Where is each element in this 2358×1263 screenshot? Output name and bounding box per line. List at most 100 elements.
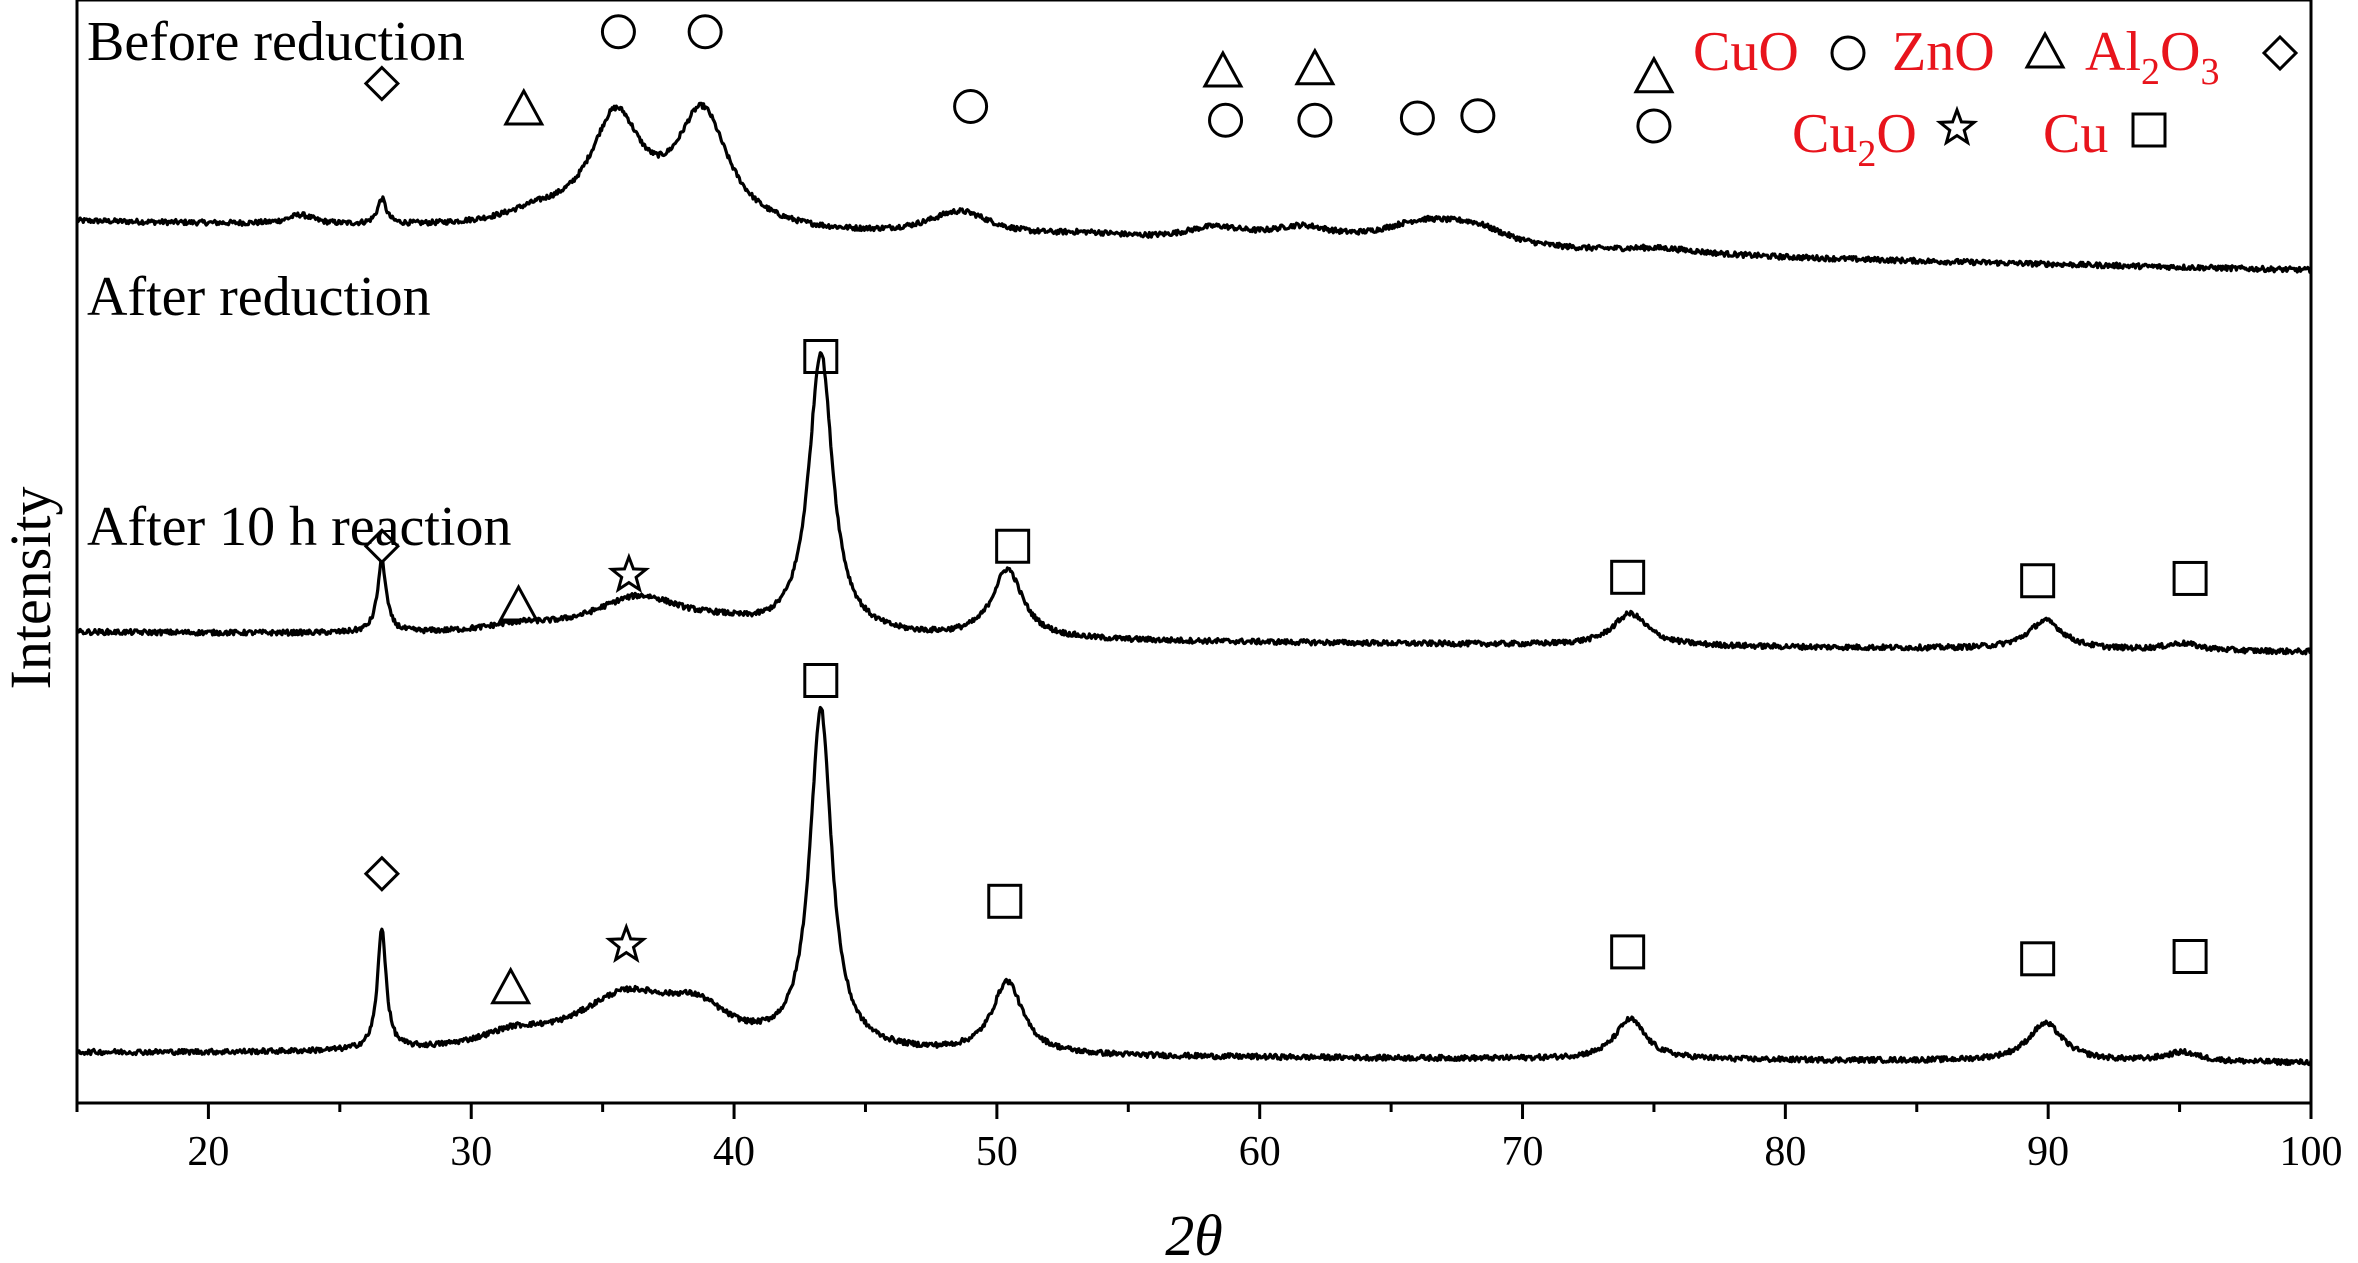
x-tick-label: 20 <box>187 1129 229 1175</box>
legend-item-CuO: CuO <box>1693 21 1866 83</box>
diamond-marker-shape <box>2261 34 2299 72</box>
x-tick-label: 30 <box>450 1129 492 1175</box>
panel-labels: Before reduction After reduction After 10 … <box>87 11 511 558</box>
series-1-marker-circle <box>1399 100 1435 136</box>
legend-item-Al2O3: Al2O3 <box>2085 21 2299 93</box>
square-marker-shape <box>2172 939 2208 974</box>
series-1-marker-triangle <box>503 87 545 126</box>
series-2-marker-square <box>995 528 1031 564</box>
circle-marker-shape <box>1636 108 1672 144</box>
series-3-marker-square <box>2020 941 2056 977</box>
square-marker-shape <box>803 339 839 374</box>
series-2-marker-diamond <box>363 528 400 565</box>
square-marker-shape <box>987 883 1023 919</box>
series-line-2 <box>75 351 2312 656</box>
series-3-marker-diamond <box>363 855 400 892</box>
legend-item-Cu2O: Cu2O <box>1792 103 1979 175</box>
star-marker-shape <box>1935 105 1979 147</box>
series-3-marker-square <box>803 663 839 698</box>
square-marker-shape <box>2020 941 2056 977</box>
circle-marker-shape <box>953 89 989 124</box>
series-2-marker-square <box>1610 559 1646 595</box>
x-axis-label: 2θ <box>1165 1203 1223 1263</box>
legend-subscript: 3 <box>2200 51 2219 93</box>
legend-item-Cu: Cu <box>2043 103 2167 165</box>
plot-frame <box>75 0 2313 1105</box>
series-1-marker-circle <box>687 14 723 50</box>
square-marker-shape <box>1610 559 1646 595</box>
y-axis-label: Intensity <box>0 487 63 690</box>
series-label-1: Before reduction <box>87 11 465 73</box>
series-traces <box>75 101 2313 1067</box>
x-tick-label: 70 <box>1502 1129 1544 1175</box>
diamond-marker-shape <box>363 855 400 892</box>
phase-markers <box>363 14 2208 1005</box>
legend-text-part: CuO <box>1693 21 1799 83</box>
triangle-marker-shape <box>1202 49 1244 88</box>
legend-subscript: 2 <box>2141 51 2160 93</box>
circle-icon <box>1830 35 1866 71</box>
x-tick-label: 40 <box>713 1129 755 1175</box>
circle-marker-shape <box>687 14 723 50</box>
legend-label: Al2O3 <box>2085 21 2219 93</box>
series-1-marker-circle <box>1636 108 1672 144</box>
circle-marker-shape <box>600 14 636 50</box>
x-axis-ticks: 20 30 40 50 60 70 80 90 100 <box>75 1103 2343 1175</box>
star-icon <box>1935 105 1979 147</box>
legend-item-ZnO: ZnO <box>1892 21 2066 83</box>
legend-label: ZnO <box>1892 21 1995 83</box>
series-2-marker-square <box>2172 560 2208 596</box>
circle-marker-shape <box>1208 102 1244 138</box>
series-1-marker-circle <box>1208 102 1244 138</box>
series-1-marker-triangle <box>1294 47 1336 86</box>
legend-text-part: Cu <box>1792 103 1857 165</box>
legend-label: Cu2O <box>1792 103 1917 175</box>
series-3-marker-square <box>1610 934 1646 970</box>
series-1-marker-triangle <box>1633 55 1675 94</box>
square-marker-shape <box>803 663 839 698</box>
triangle-marker-shape <box>490 966 532 1005</box>
circle-marker-shape <box>1830 35 1866 71</box>
series-line-1 <box>75 101 2312 275</box>
series-2-marker-square <box>2020 563 2056 599</box>
triangle-marker-shape <box>498 583 540 622</box>
series-3-marker-square <box>987 883 1023 919</box>
x-axis-label-symbol: θ <box>1194 1203 1223 1263</box>
triangle-marker-shape <box>503 87 545 126</box>
series-label-3: After 10 h reaction <box>87 496 511 558</box>
square-marker-shape <box>2020 563 2056 599</box>
triangle-marker-shape <box>1294 47 1336 86</box>
diamond-icon <box>2261 34 2299 72</box>
legend-subscript: 2 <box>1857 133 1876 175</box>
star-marker-shape <box>607 552 651 594</box>
series-line-3 <box>75 705 2313 1067</box>
legend-text-part: Al <box>2085 21 2141 83</box>
x-tick-label: 80 <box>1764 1129 1806 1175</box>
x-tick-label: 60 <box>1239 1129 1281 1175</box>
series-1-marker-circle <box>953 89 989 124</box>
legend-text-part: O <box>2160 21 2200 83</box>
series-1-marker-circle <box>600 14 636 50</box>
legend-text-part: Cu <box>2043 103 2108 165</box>
series-label-2: After reduction <box>87 266 431 328</box>
triangle-marker-shape <box>2024 30 2066 69</box>
legend-label: CuO <box>1693 21 1799 83</box>
circle-marker-shape <box>1297 102 1333 138</box>
series-2-marker-square <box>803 339 839 374</box>
square-icon <box>2131 112 2167 148</box>
legend-text-part: O <box>1876 103 1916 165</box>
x-tick-label: 100 <box>2280 1129 2343 1175</box>
square-marker-shape <box>995 528 1031 564</box>
legend-text-part: ZnO <box>1892 21 1995 83</box>
triangle-marker-shape <box>1633 55 1675 94</box>
star-marker-shape <box>605 922 648 964</box>
square-marker-shape <box>2172 560 2208 596</box>
square-marker-shape <box>2131 112 2167 148</box>
triangle-icon <box>2024 30 2066 69</box>
legend-label: Cu <box>2043 103 2108 165</box>
series-2-marker-star <box>607 552 651 594</box>
series-2-marker-triangle <box>498 583 540 622</box>
series-1-marker-circle <box>1297 102 1333 138</box>
series-3-marker-square <box>2172 939 2208 974</box>
